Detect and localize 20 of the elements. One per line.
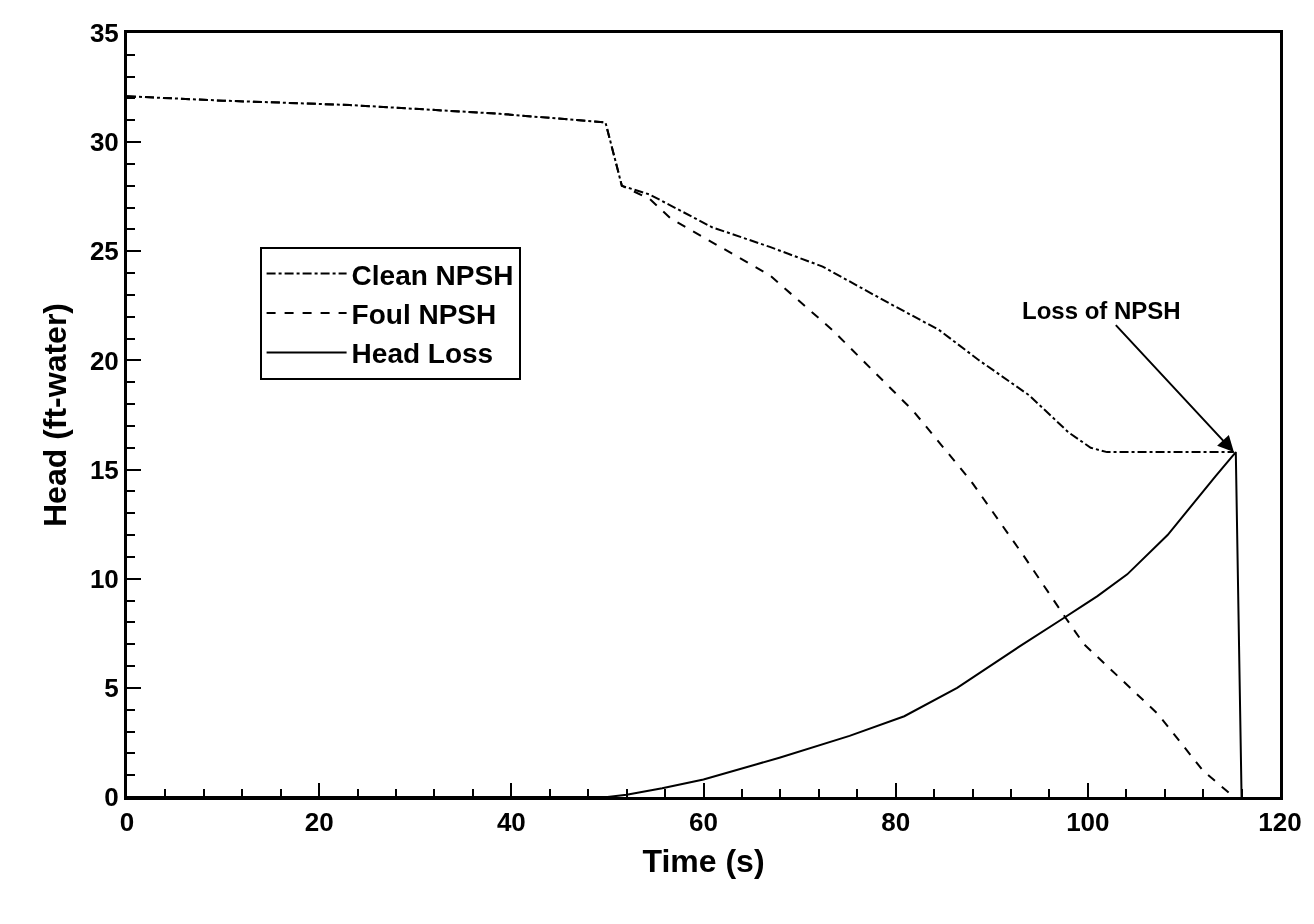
x-tick-label: 40	[496, 807, 526, 838]
y-tick-label: 10	[89, 563, 119, 594]
annotation: Loss of NPSH	[1022, 297, 1181, 324]
legend-label: Head Loss	[351, 338, 494, 370]
y-axis-title: Head (ft-water)	[37, 302, 74, 528]
y-tick-label: 5	[104, 672, 119, 703]
y-tick-label: 0	[104, 782, 119, 813]
x-tick-label: 60	[689, 807, 718, 838]
x-tick-label: 80	[881, 807, 911, 838]
y-tick-label: 20	[89, 345, 119, 376]
x-tick-label: 20	[304, 807, 334, 838]
y-tick-label: 30	[89, 127, 119, 158]
x-tick-label: 120	[1258, 807, 1302, 838]
y-tick-label: 35	[89, 18, 119, 49]
x-tick-label: 100	[1066, 807, 1110, 838]
y-tick-label: 15	[89, 454, 119, 485]
y-tick-label: 25	[89, 236, 119, 267]
x-axis-title: Time (s)	[642, 843, 765, 880]
legend-label: Clean NPSH	[351, 259, 514, 291]
legend-label: Foul NPSH	[351, 298, 497, 330]
